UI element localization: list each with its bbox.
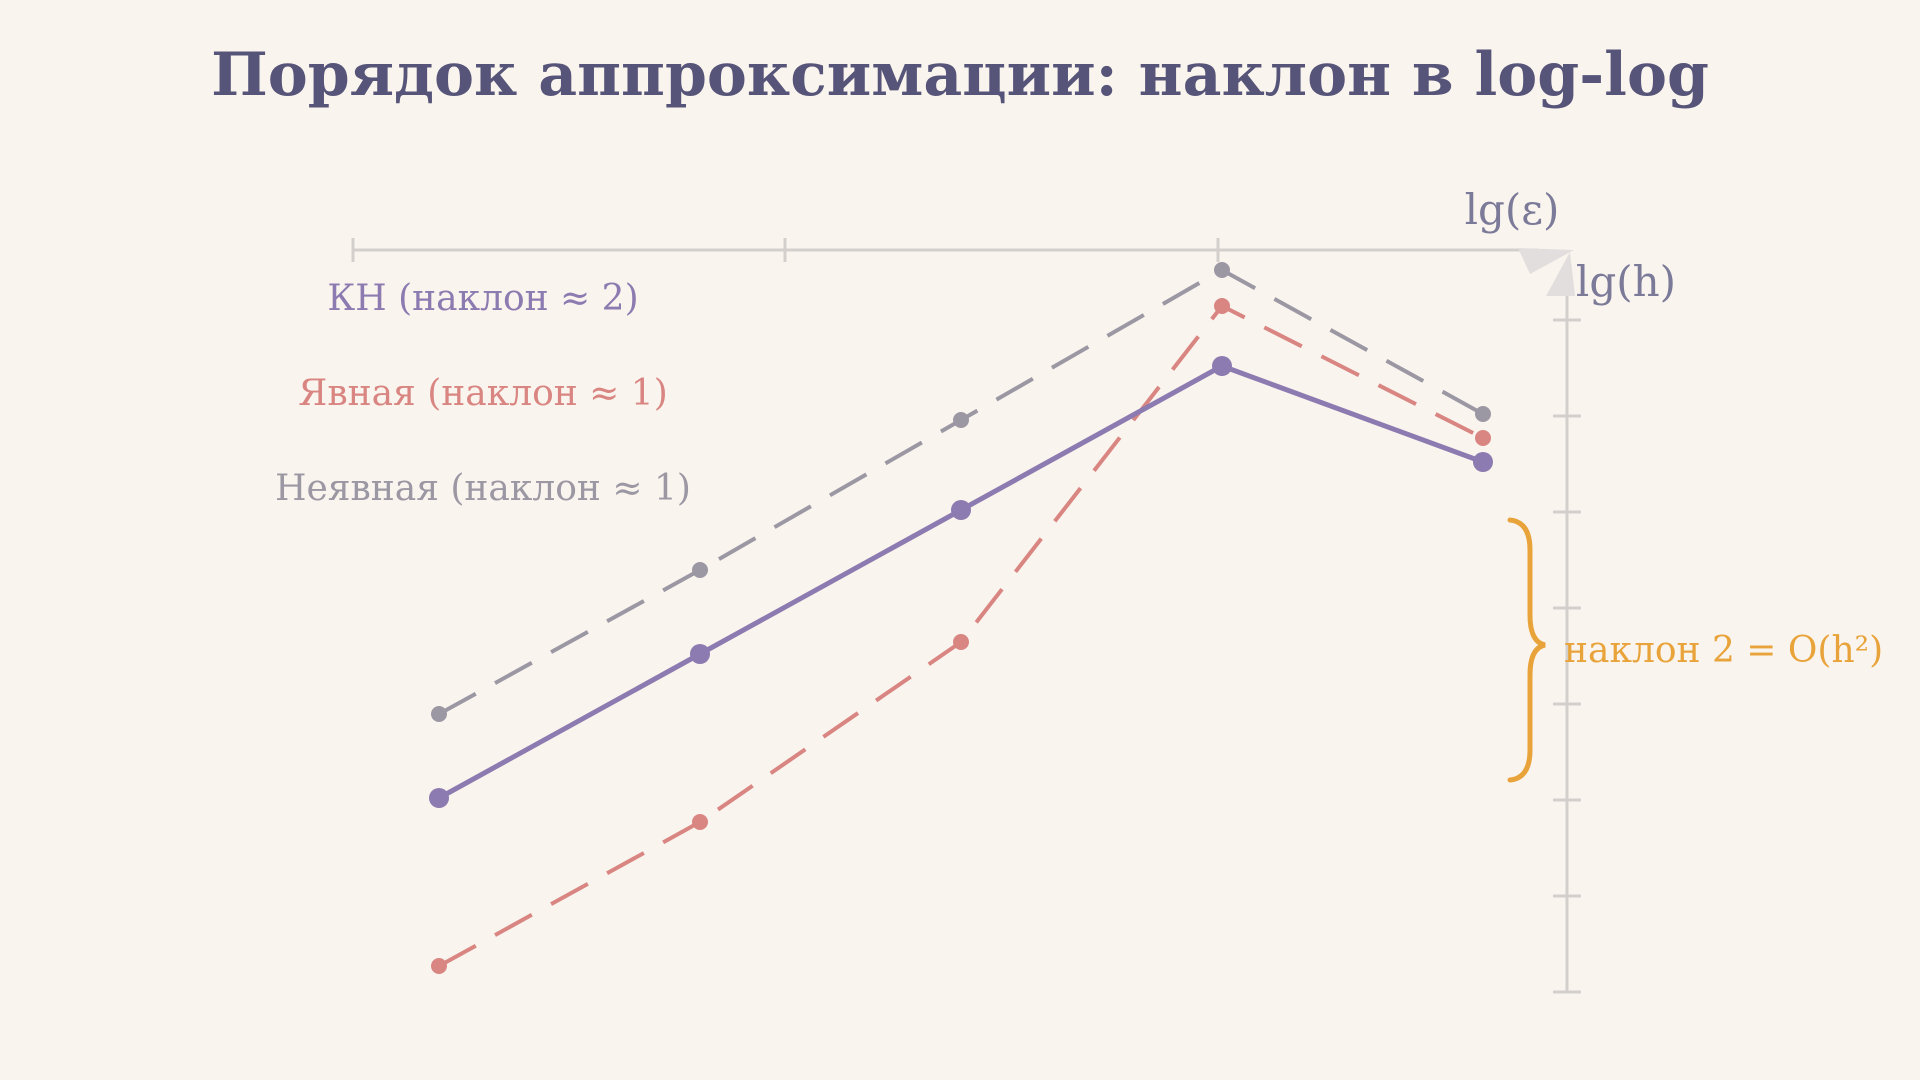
series-1-point-5 bbox=[1473, 452, 1493, 472]
series-2-point-1 bbox=[431, 958, 447, 974]
legend: КН (наклон ≈ 2) Явная (наклон ≈ 1) Неявная… bbox=[275, 278, 691, 509]
series-2-point-5 bbox=[1475, 430, 1491, 446]
x-axis-label: lg(h) bbox=[1576, 257, 1676, 306]
series-3-point-3 bbox=[953, 412, 969, 428]
series-2-point-3 bbox=[953, 634, 969, 650]
top-axis-arrow bbox=[1518, 248, 1574, 274]
series-1-point-4 bbox=[1212, 356, 1232, 376]
series-3-point-4 bbox=[1214, 262, 1230, 278]
series-2-point-2 bbox=[692, 814, 708, 830]
series-line-1 bbox=[437, 363, 1484, 801]
series-1-point-2 bbox=[690, 644, 710, 664]
series-3-point-2 bbox=[692, 562, 708, 578]
legend-entry-2: Явная (наклон ≈ 1) bbox=[298, 373, 668, 414]
annotation-text: наклон 2 = O(h²) bbox=[1564, 630, 1883, 671]
annotation-brace bbox=[1507, 517, 1546, 783]
series-2-point-4 bbox=[1214, 298, 1230, 314]
series-3-point-1 bbox=[431, 706, 447, 722]
legend-entry-1: КН (наклон ≈ 2) bbox=[327, 278, 638, 319]
series-layer bbox=[429, 262, 1493, 974]
series-1-point-3 bbox=[951, 500, 971, 520]
axes bbox=[351, 238, 1581, 994]
legend-entry-3: Неявная (наклон ≈ 1) bbox=[275, 468, 691, 509]
right-axis-arrow bbox=[1546, 252, 1575, 296]
y-axis-label: lg(ε) bbox=[1465, 185, 1560, 234]
series-1-point-1 bbox=[429, 788, 449, 808]
chart-title: Порядок аппроксимации: наклон в log-log bbox=[211, 40, 1709, 110]
annotation-layer: наклон 2 = O(h²) bbox=[1507, 517, 1883, 783]
series-3-point-5 bbox=[1475, 406, 1491, 422]
